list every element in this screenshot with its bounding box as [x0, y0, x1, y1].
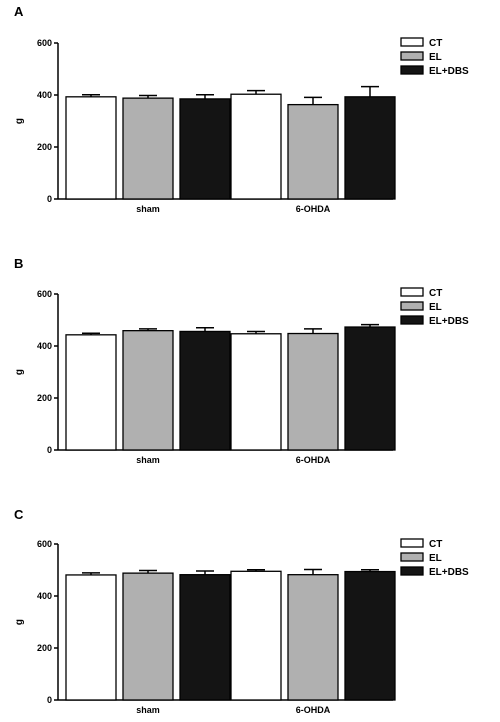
y-axis-label: g: [14, 118, 25, 124]
bar-6ohda-eldbs: [344, 326, 396, 451]
legend-swatch: [400, 538, 424, 548]
x-category-label: sham: [136, 705, 160, 715]
bar-6ohda-eldbs: [344, 570, 396, 701]
y-tick-label: 0: [47, 445, 52, 455]
legend-label: CT: [429, 288, 442, 299]
legend-swatch: [400, 301, 424, 311]
legend-label: EL+DBS: [429, 316, 469, 327]
bar-6ohda-ct: [230, 333, 282, 451]
legend-label: EL: [429, 553, 442, 564]
x-category-label: sham: [136, 204, 160, 214]
y-tick-label: 400: [37, 341, 52, 351]
chart-panel-a: A 0 200 400 600 g sham 6-OHDA CT EL EL+DBS: [14, 4, 469, 214]
panel-label: C: [14, 507, 24, 522]
legend-label: CT: [429, 38, 442, 49]
x-category-label: 6-OHDA: [296, 705, 331, 715]
legend-swatch: [400, 566, 424, 576]
bar-6ohda-ct: [230, 570, 282, 701]
bar-6ohda-ct: [230, 93, 282, 200]
bar-6ohda-el: [287, 332, 339, 451]
x-category-label: sham: [136, 455, 160, 465]
y-tick-label: 0: [47, 194, 52, 204]
x-category-label: 6-OHDA: [296, 204, 331, 214]
y-axis-label: g: [14, 619, 25, 625]
y-tick-label: 200: [37, 142, 52, 152]
legend-swatch: [400, 65, 424, 75]
y-tick-label: 600: [37, 38, 52, 48]
chart-panel-c: C 0 200 400 600 g sham 6-OHDA CT EL EL+DBS: [14, 507, 469, 715]
legend-swatch: [400, 287, 424, 297]
bar-6ohda-eldbs: [344, 96, 396, 200]
bar-sham-eldbs: [179, 98, 231, 200]
chart-panel-b: B 0 200 400 600 g sham 6-OHDA CT EL EL+DBS: [14, 256, 469, 465]
legend-label: EL+DBS: [429, 66, 469, 77]
panel-label: A: [14, 4, 24, 19]
bar-sham-eldbs: [179, 330, 231, 451]
y-tick-label: 400: [37, 90, 52, 100]
bar-sham-ct: [65, 334, 117, 451]
bar-sham-el: [122, 97, 174, 200]
legend-swatch: [400, 552, 424, 562]
y-tick-label: 600: [37, 289, 52, 299]
y-tick-label: 400: [37, 591, 52, 601]
y-tick-label: 600: [37, 539, 52, 549]
y-tick-label: 200: [37, 643, 52, 653]
x-category-label: 6-OHDA: [296, 455, 331, 465]
bar-sham-ct: [65, 574, 117, 701]
legend-swatch: [400, 315, 424, 325]
legend-label: CT: [429, 539, 442, 550]
y-axis-label: g: [14, 369, 25, 375]
bar-sham-ct: [65, 96, 117, 200]
bar-sham-el: [122, 572, 174, 701]
bar-sham-eldbs: [179, 574, 231, 701]
y-tick-label: 200: [37, 393, 52, 403]
legend-label: EL: [429, 302, 442, 313]
y-tick-label: 0: [47, 695, 52, 705]
legend-swatch: [400, 37, 424, 47]
bar-sham-el: [122, 330, 174, 451]
legend-label: EL: [429, 52, 442, 63]
bar-6ohda-el: [287, 574, 339, 701]
legend-swatch: [400, 51, 424, 61]
panel-label: B: [14, 256, 23, 271]
bar-6ohda-el: [287, 103, 339, 200]
legend-label: EL+DBS: [429, 567, 469, 578]
